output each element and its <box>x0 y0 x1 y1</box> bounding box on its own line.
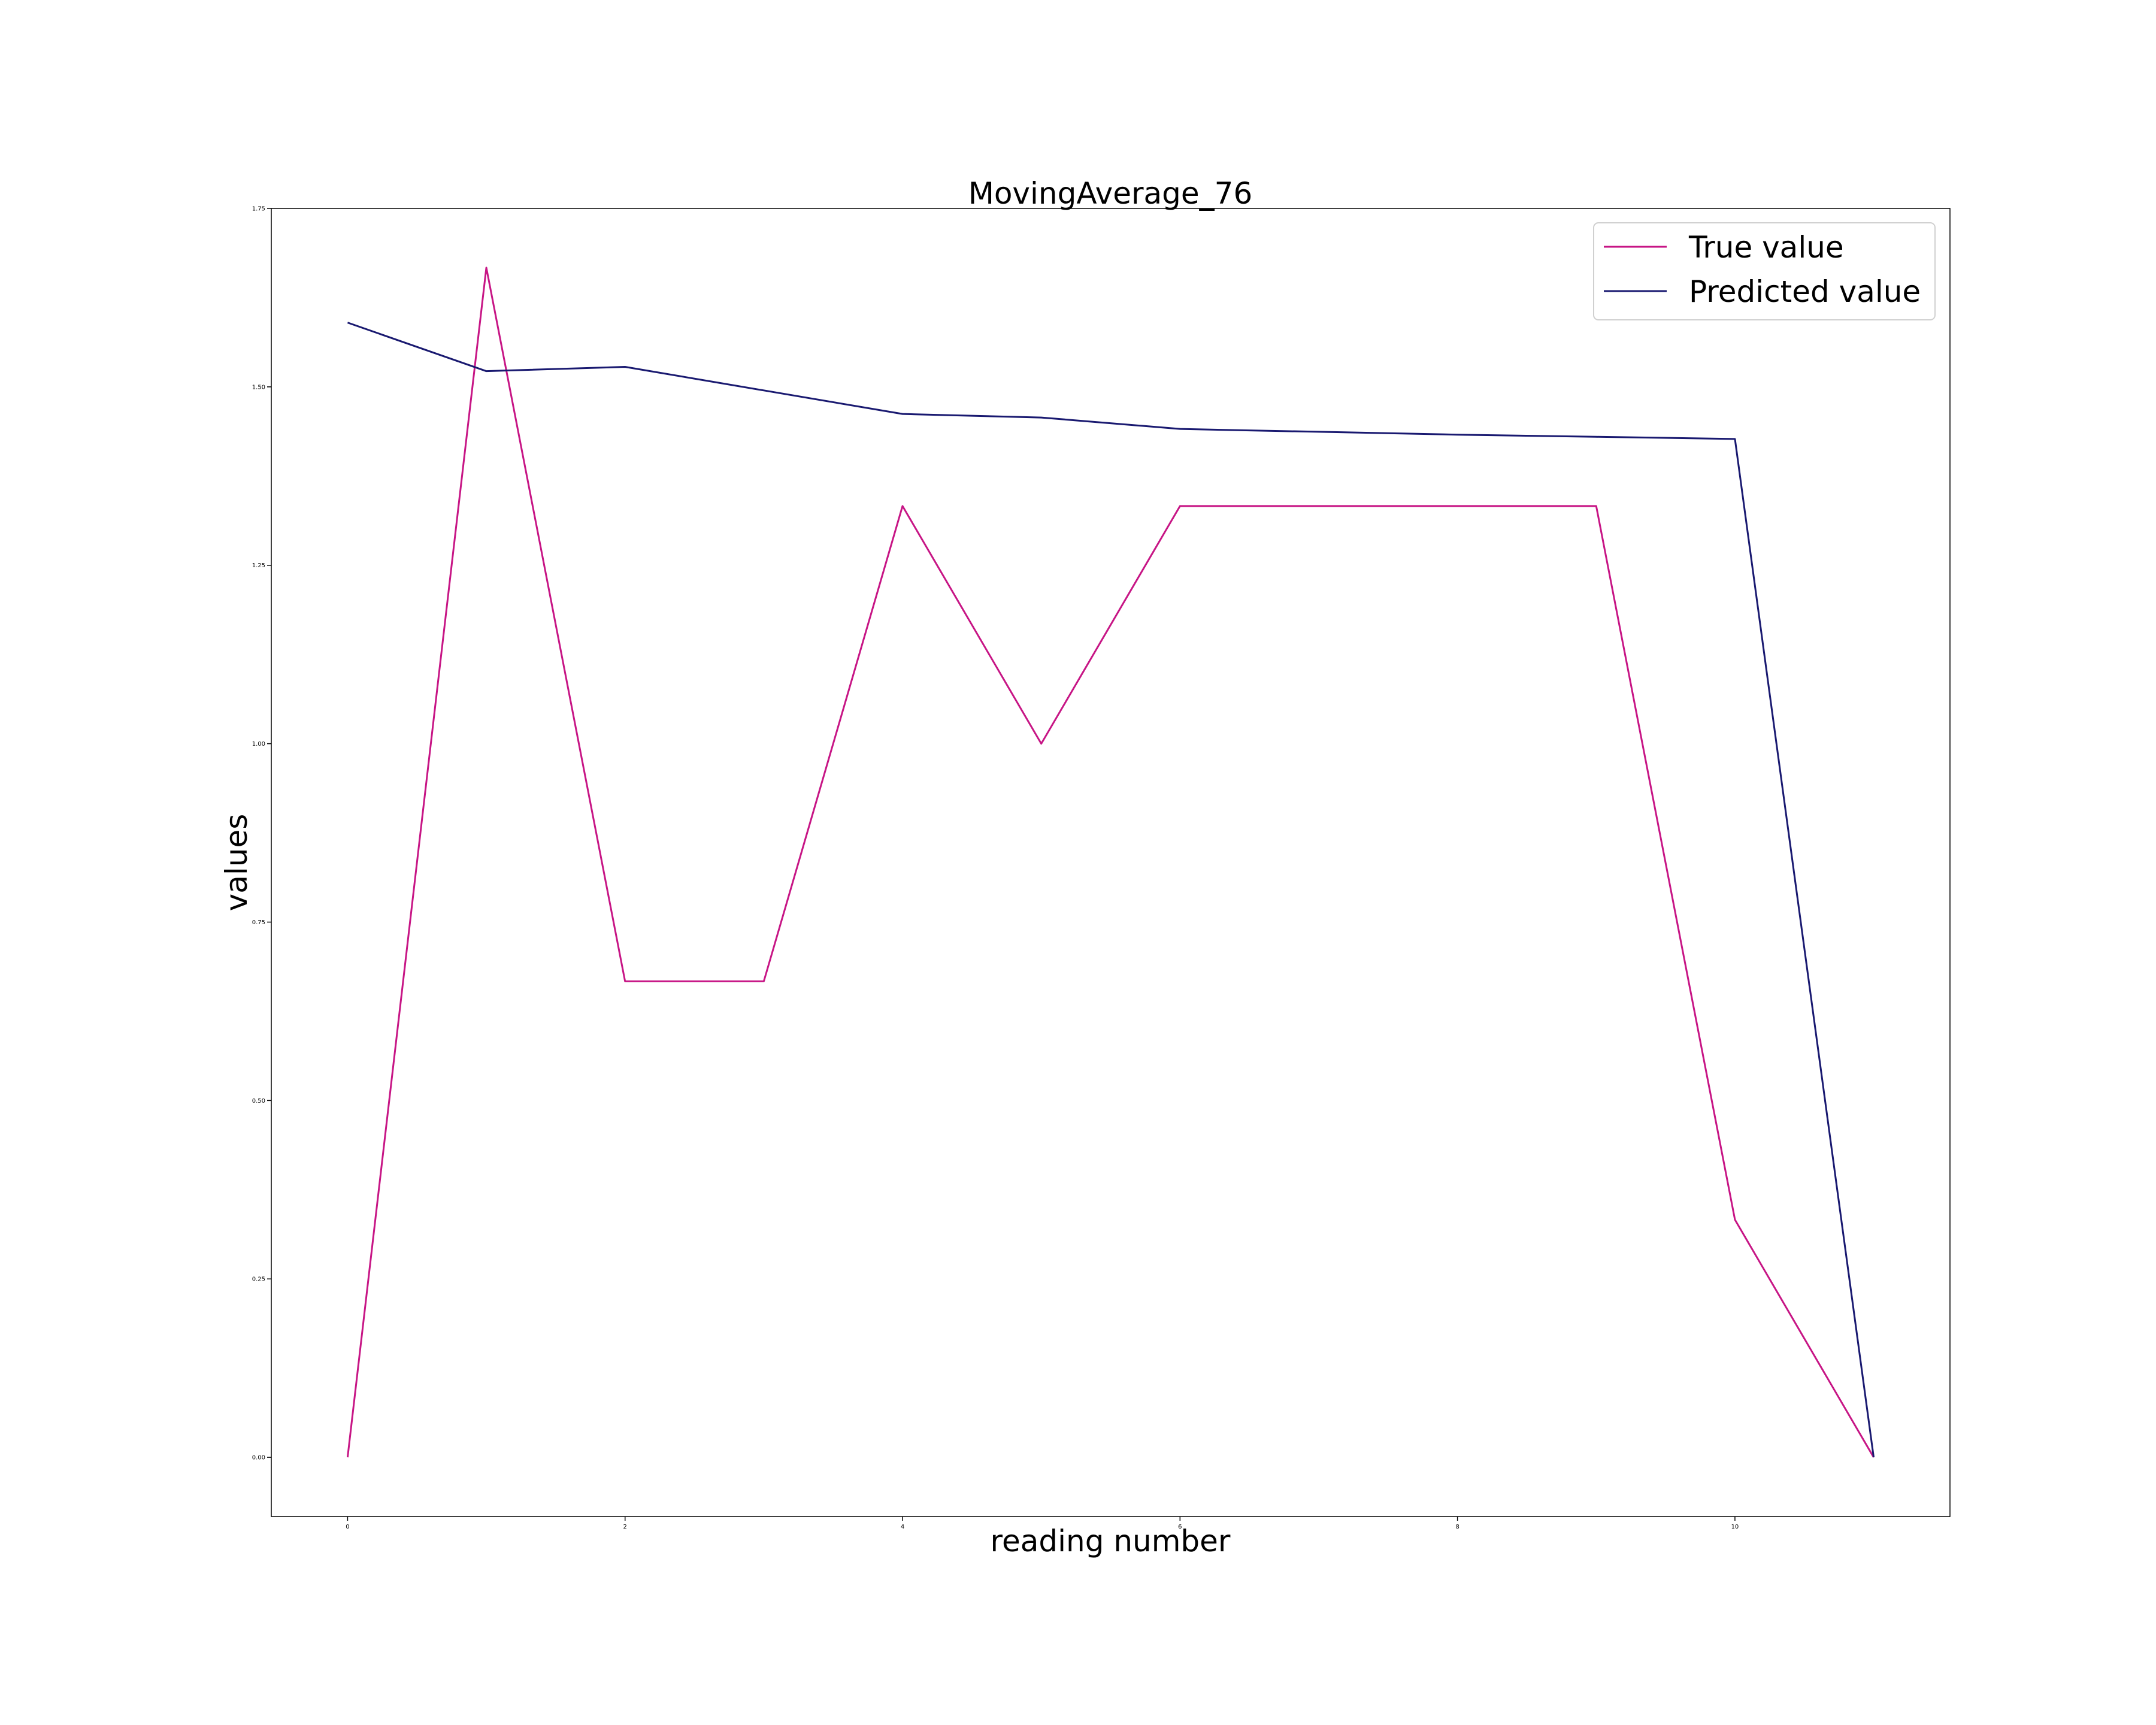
legend-label-true-value: True value <box>1688 230 1844 265</box>
x-axis-label: reading number <box>991 1524 1231 1558</box>
x-axis: 0 2 4 6 8 10 <box>346 1517 1739 1530</box>
y-tick-label: 1.25 <box>252 562 265 569</box>
chart-title: MovingAverage_76 <box>968 176 1253 211</box>
y-tick-label: 0.25 <box>252 1276 265 1283</box>
y-tick-label: 1.00 <box>252 741 265 748</box>
y-tick-label: 1.50 <box>252 384 265 391</box>
series-line-predicted-value <box>347 322 1875 1458</box>
y-tick-label: 0.75 <box>252 919 265 926</box>
axes-frame <box>271 208 1951 1517</box>
series-line-true-value <box>346 267 1875 1458</box>
legend-box <box>1593 222 1936 320</box>
y-axis: 0.00 0.25 0.50 0.75 1.00 1.25 1.50 1.75 <box>252 206 271 1461</box>
y-tick-label: 1.75 <box>252 206 265 213</box>
legend-label-predicted-value: Predicted value <box>1689 274 1921 309</box>
x-tick-label: 8 <box>1455 1524 1459 1530</box>
y-tick-label: 0.00 <box>252 1455 265 1461</box>
x-tick-label: 10 <box>1731 1524 1739 1530</box>
x-tick-label: 6 <box>1178 1524 1182 1530</box>
x-tick-label: 0 <box>346 1524 349 1530</box>
y-tick-label: 0.50 <box>252 1098 265 1104</box>
x-tick-label: 2 <box>623 1524 627 1530</box>
plot-area <box>271 208 1951 1517</box>
series-layer <box>346 267 1875 1458</box>
legend: True value Predicted value <box>1593 222 1936 320</box>
x-tick-label: 4 <box>901 1524 904 1530</box>
y-axis-label: values <box>219 814 254 912</box>
